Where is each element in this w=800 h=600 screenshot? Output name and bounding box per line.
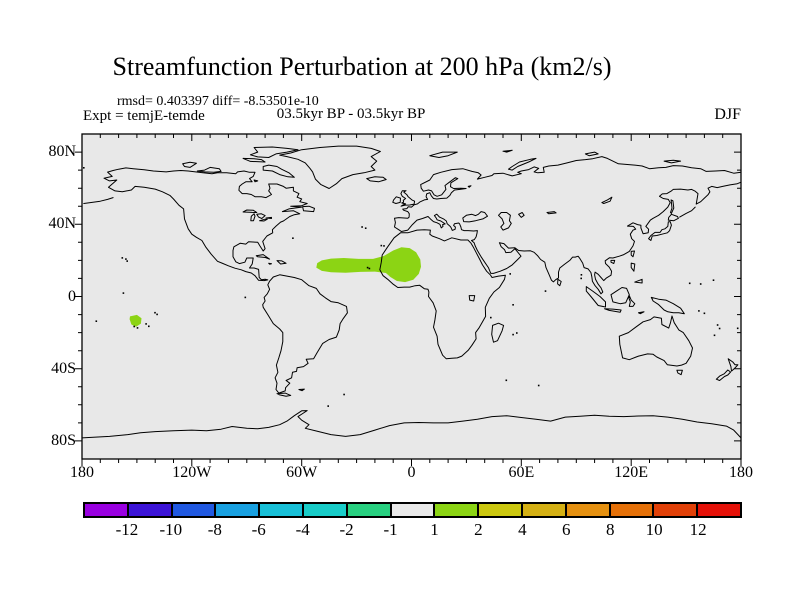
colorbar-cell xyxy=(260,504,304,516)
anomaly-region-south-pacific-positive xyxy=(129,314,142,327)
lon-tick-label: 180 xyxy=(729,464,753,481)
lat-tick-label: 0 xyxy=(68,287,76,305)
colorbar-cell xyxy=(216,504,261,516)
lat-tick-label: 40N xyxy=(48,215,76,233)
colorbar-level-label: -8 xyxy=(207,520,222,539)
period-label: 03.5kyr BP - 03.5kyr BP xyxy=(276,106,426,122)
colorbar-cell xyxy=(654,504,699,516)
lon-tick-label: 180 xyxy=(70,464,94,481)
lat-tick-label: 80S xyxy=(51,431,76,449)
colorbar-cell xyxy=(522,504,567,516)
colorbar-level-label: 10 xyxy=(645,520,663,539)
plot-title: Streamfunction Perturbation at 200 hPa (… xyxy=(112,52,612,81)
colorbar-level-label: 12 xyxy=(689,520,707,539)
colorbar-level-label: -1 xyxy=(383,520,398,539)
colorbar-cell xyxy=(172,504,217,516)
lon-tick-label: 60E xyxy=(508,464,535,481)
lon-tick-label: 0 xyxy=(407,464,416,481)
colorbar-cell xyxy=(85,504,129,516)
anomaly-region-atlantic-west-africa-positive xyxy=(316,247,421,283)
colorbar-cell xyxy=(303,504,348,516)
colorbar-cell xyxy=(479,504,523,516)
map-background xyxy=(82,134,741,459)
colorbar-cell xyxy=(566,504,611,516)
colorbar-cell xyxy=(128,504,173,516)
colorbar-cell xyxy=(347,504,392,516)
colorbar-cell xyxy=(610,504,655,516)
colorbar-level-label: 1 xyxy=(430,520,439,539)
lon-tick-label: 120E xyxy=(614,464,649,481)
stats-line: rmsd= 0.403397 diff= -8.53501e-10 xyxy=(117,94,319,109)
lat-tick-label: 80N xyxy=(48,143,76,161)
colorbar-level-label: -10 xyxy=(159,520,183,539)
lat-tick-label: 40S xyxy=(51,359,76,377)
colorbar-cell xyxy=(698,504,740,516)
island-dots xyxy=(83,167,739,407)
experiment-label: Expt = temjE-temde xyxy=(83,108,205,124)
map-frame xyxy=(81,133,742,460)
colorbar-cell xyxy=(435,504,480,516)
colorbar-level-label: 2 xyxy=(474,520,483,539)
colorbar-level-label: -6 xyxy=(251,520,266,539)
colorbar xyxy=(83,502,742,518)
coastlines xyxy=(82,145,741,439)
colorbar-level-label: 8 xyxy=(605,520,615,539)
colorbar-level-label: 4 xyxy=(518,520,527,539)
colorbar-level-label: -12 xyxy=(115,520,139,539)
lon-tick-label: 120W xyxy=(172,464,212,481)
lon-tick-label: 60W xyxy=(286,464,318,481)
colorbar-level-label: -4 xyxy=(295,520,310,539)
colorbar-level-label: 6 xyxy=(562,520,571,539)
colorbar-cell xyxy=(391,504,436,516)
season-label: DJF xyxy=(714,106,741,123)
colorbar-level-label: -2 xyxy=(339,520,354,539)
